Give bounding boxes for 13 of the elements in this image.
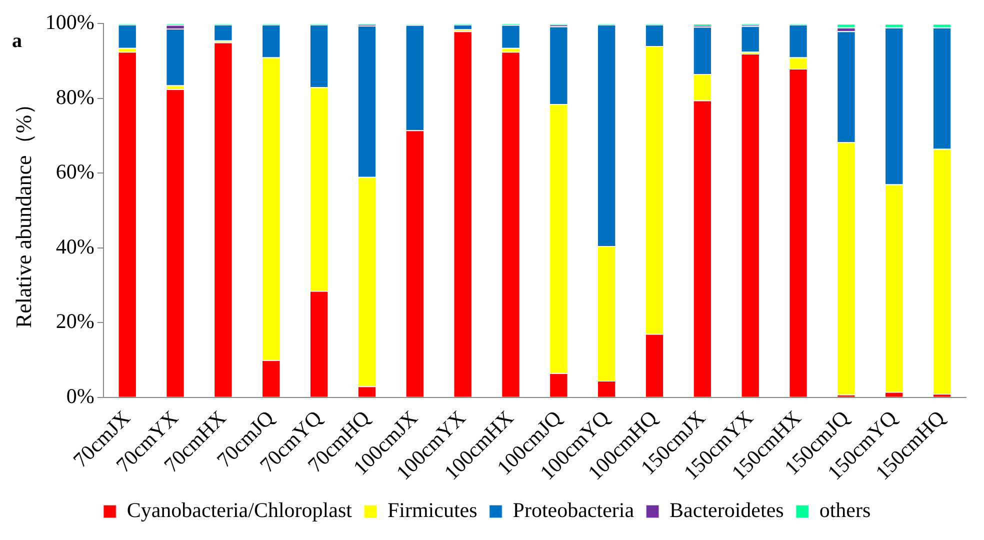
y-axis-title: Relative abundance（%） — [10, 92, 36, 328]
legend-label: Cyanobacteria/Chloroplast — [126, 498, 352, 522]
legend-label: Firmicutes — [387, 498, 478, 522]
y-tick-label: 80% — [56, 84, 94, 109]
legend-label: Bacteroidetes — [670, 498, 784, 522]
y-tick-label: 60% — [56, 160, 94, 184]
text: a — [12, 30, 22, 52]
legend-label: Proteobacteria — [512, 498, 635, 522]
y-tick-label: 40% — [56, 234, 94, 258]
y-tick-label: 0% — [66, 384, 94, 408]
legend-label: others — [819, 498, 871, 522]
y-tick-label: 100% — [45, 10, 94, 34]
y-tick-label: 20% — [56, 309, 94, 334]
